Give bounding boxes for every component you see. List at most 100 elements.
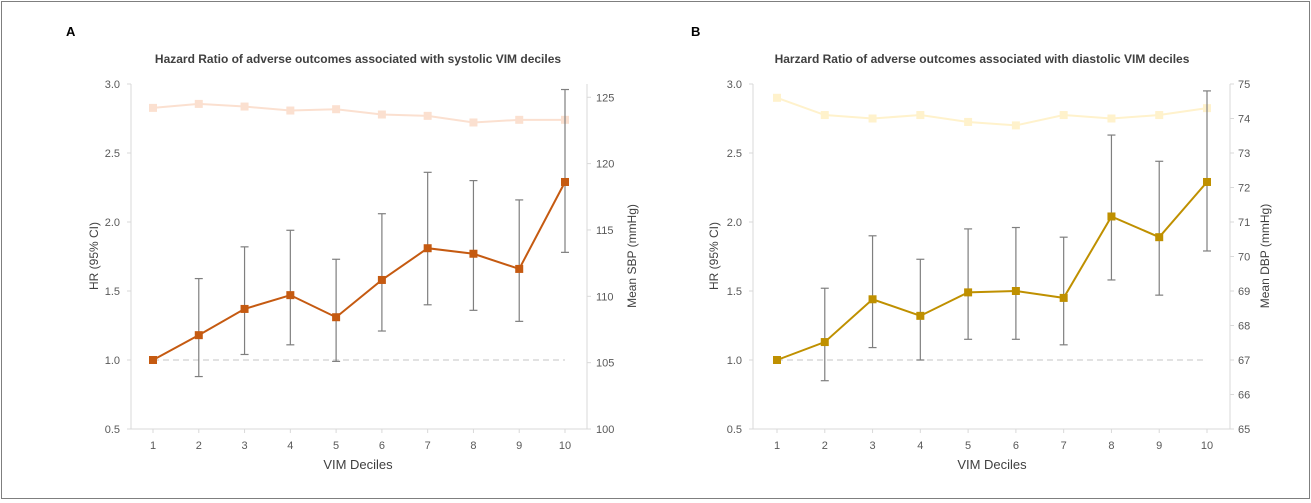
- hazard-ratio-line: [152, 181, 566, 361]
- chart-title: Hazard Ratio of adverse outcomes associa…: [155, 52, 561, 66]
- y2-tick-label: 105: [596, 358, 614, 370]
- y-tick-label: 1.0: [105, 355, 120, 367]
- y2-tick-label: 125: [596, 92, 614, 104]
- hazard-ratio-point: [964, 288, 973, 297]
- x-tick-label: 8: [1108, 440, 1114, 452]
- y2-tick-label: 73: [1238, 148, 1250, 160]
- x-tick-label: 6: [379, 440, 385, 452]
- y2-tick-label: 100: [596, 424, 614, 436]
- hazard-ratio-point: [1059, 293, 1068, 302]
- y2-tick-label: 66: [1238, 390, 1250, 402]
- x-tick-label: 2: [196, 440, 202, 452]
- hazard-ratio-point: [1011, 287, 1020, 295]
- y2-tick-label: 75: [1238, 79, 1250, 91]
- y-axis-label-left: HR (95% CI): [87, 222, 101, 290]
- x-tick-label: 9: [1156, 440, 1162, 452]
- hazard-ratio-point: [469, 249, 478, 258]
- y2-tick-label: 69: [1238, 286, 1250, 298]
- mean-bp-point: [332, 105, 341, 114]
- panel-b: B Harzard Ratio of adverse outcomes asso…: [691, 24, 1272, 472]
- y2-tick-label: 115: [596, 225, 614, 237]
- hazard-ratio-point: [423, 244, 432, 253]
- plot-area: 0.5 1.0 1.5 2.0 2.5 3.0 100 105 110 115 120 125 1 2 3 4…: [105, 79, 615, 452]
- x-tick-label: 5: [333, 440, 339, 452]
- x-tick-label: 1: [774, 440, 780, 452]
- x-tick-label: 4: [917, 440, 923, 452]
- mean-bp-point: [149, 103, 157, 112]
- x-tick-label: 3: [869, 440, 875, 452]
- y-tick-label: 1.5: [105, 286, 120, 298]
- y-axis-label-right: Mean SBP (mmHg): [625, 204, 639, 308]
- hazard-ratio-point: [149, 356, 157, 364]
- x-tick-label: 4: [287, 440, 293, 452]
- y-tick-label: 2.0: [105, 217, 120, 229]
- y2-tick-label: 120: [596, 159, 614, 171]
- mean-bp-point: [286, 106, 295, 115]
- hazard-ratio-point: [1107, 212, 1116, 221]
- y2-tick-label: 68: [1238, 321, 1250, 333]
- mean-bp-point: [868, 114, 877, 123]
- y-tick-label: 2.0: [727, 217, 742, 229]
- mean-bp-line: [152, 102, 565, 124]
- hazard-ratio-point: [773, 356, 781, 364]
- x-tick-label: 7: [425, 440, 431, 452]
- hazard-ratio-point: [377, 275, 386, 284]
- x-tick-label: 3: [241, 440, 247, 452]
- x-tick-label: 1: [150, 440, 156, 452]
- y-axis-label-right: Mean DBP (mmHg): [1258, 204, 1272, 308]
- panel-letter: A: [66, 24, 76, 39]
- y2-tick-label: 65: [1238, 424, 1250, 436]
- y-tick-label: 2.5: [105, 148, 120, 160]
- y-tick-label: 1.5: [727, 286, 742, 298]
- y2-tick-label: 72: [1238, 183, 1250, 195]
- hazard-ratio-point: [332, 313, 341, 322]
- x-tick-label: 10: [1201, 440, 1213, 452]
- hazard-ratio-point: [240, 304, 249, 313]
- x-tick-label: 6: [1013, 440, 1019, 452]
- mean-bp-line: [776, 96, 1208, 127]
- mean-bp-point: [773, 93, 781, 102]
- mean-bp-point: [964, 117, 973, 126]
- x-tick-label: 2: [822, 440, 828, 452]
- hazard-ratio-point: [916, 311, 925, 320]
- y-tick-label: 1.0: [727, 355, 742, 367]
- mean-bp-point: [820, 111, 829, 120]
- hazard-ratio-point: [820, 338, 829, 347]
- mean-bp-point: [1059, 111, 1068, 120]
- y-tick-label: 3.0: [727, 79, 742, 91]
- x-axis-label: VIM Deciles: [323, 457, 393, 472]
- y-tick-label: 2.5: [727, 148, 742, 160]
- hazard-ratio-point: [194, 331, 203, 340]
- y2-tick-label: 110: [596, 291, 614, 303]
- y-tick-label: 0.5: [727, 424, 742, 436]
- y2-tick-label: 67: [1238, 355, 1250, 367]
- y-axis-label-left: HR (95% CI): [707, 222, 721, 290]
- mean-bp-point: [1107, 114, 1116, 123]
- hazard-ratio-point: [515, 264, 524, 273]
- hazard-ratio-point: [868, 295, 877, 304]
- mean-bp-point: [423, 111, 432, 120]
- mean-bp-point: [1011, 121, 1020, 130]
- plot-area: 0.51.01.52.02.53.06566676869707172737475…: [727, 79, 1251, 452]
- mean-bp-point: [377, 110, 386, 119]
- mean-bp-point: [515, 115, 524, 124]
- hazard-ratio-point: [1155, 233, 1164, 242]
- panel-letter: B: [691, 24, 700, 39]
- mean-bp-point: [240, 102, 249, 111]
- hazard-ratio-point: [1203, 177, 1211, 186]
- mean-bp-point: [469, 118, 478, 127]
- chart-title: Harzard Ratio of adverse outcomes associ…: [775, 52, 1190, 66]
- y-tick-label: 3.0: [105, 79, 120, 91]
- x-tick-label: 8: [470, 440, 476, 452]
- mean-bp-point: [1155, 111, 1164, 120]
- mean-bp-point: [194, 99, 203, 108]
- y2-tick-label: 70: [1238, 252, 1250, 264]
- mean-bp-point: [916, 111, 925, 120]
- hazard-ratio-point: [561, 177, 569, 186]
- y2-tick-label: 71: [1238, 217, 1250, 229]
- y-tick-label: 0.5: [105, 424, 120, 436]
- x-tick-label: 9: [516, 440, 522, 452]
- hazard-ratio-point: [286, 291, 295, 300]
